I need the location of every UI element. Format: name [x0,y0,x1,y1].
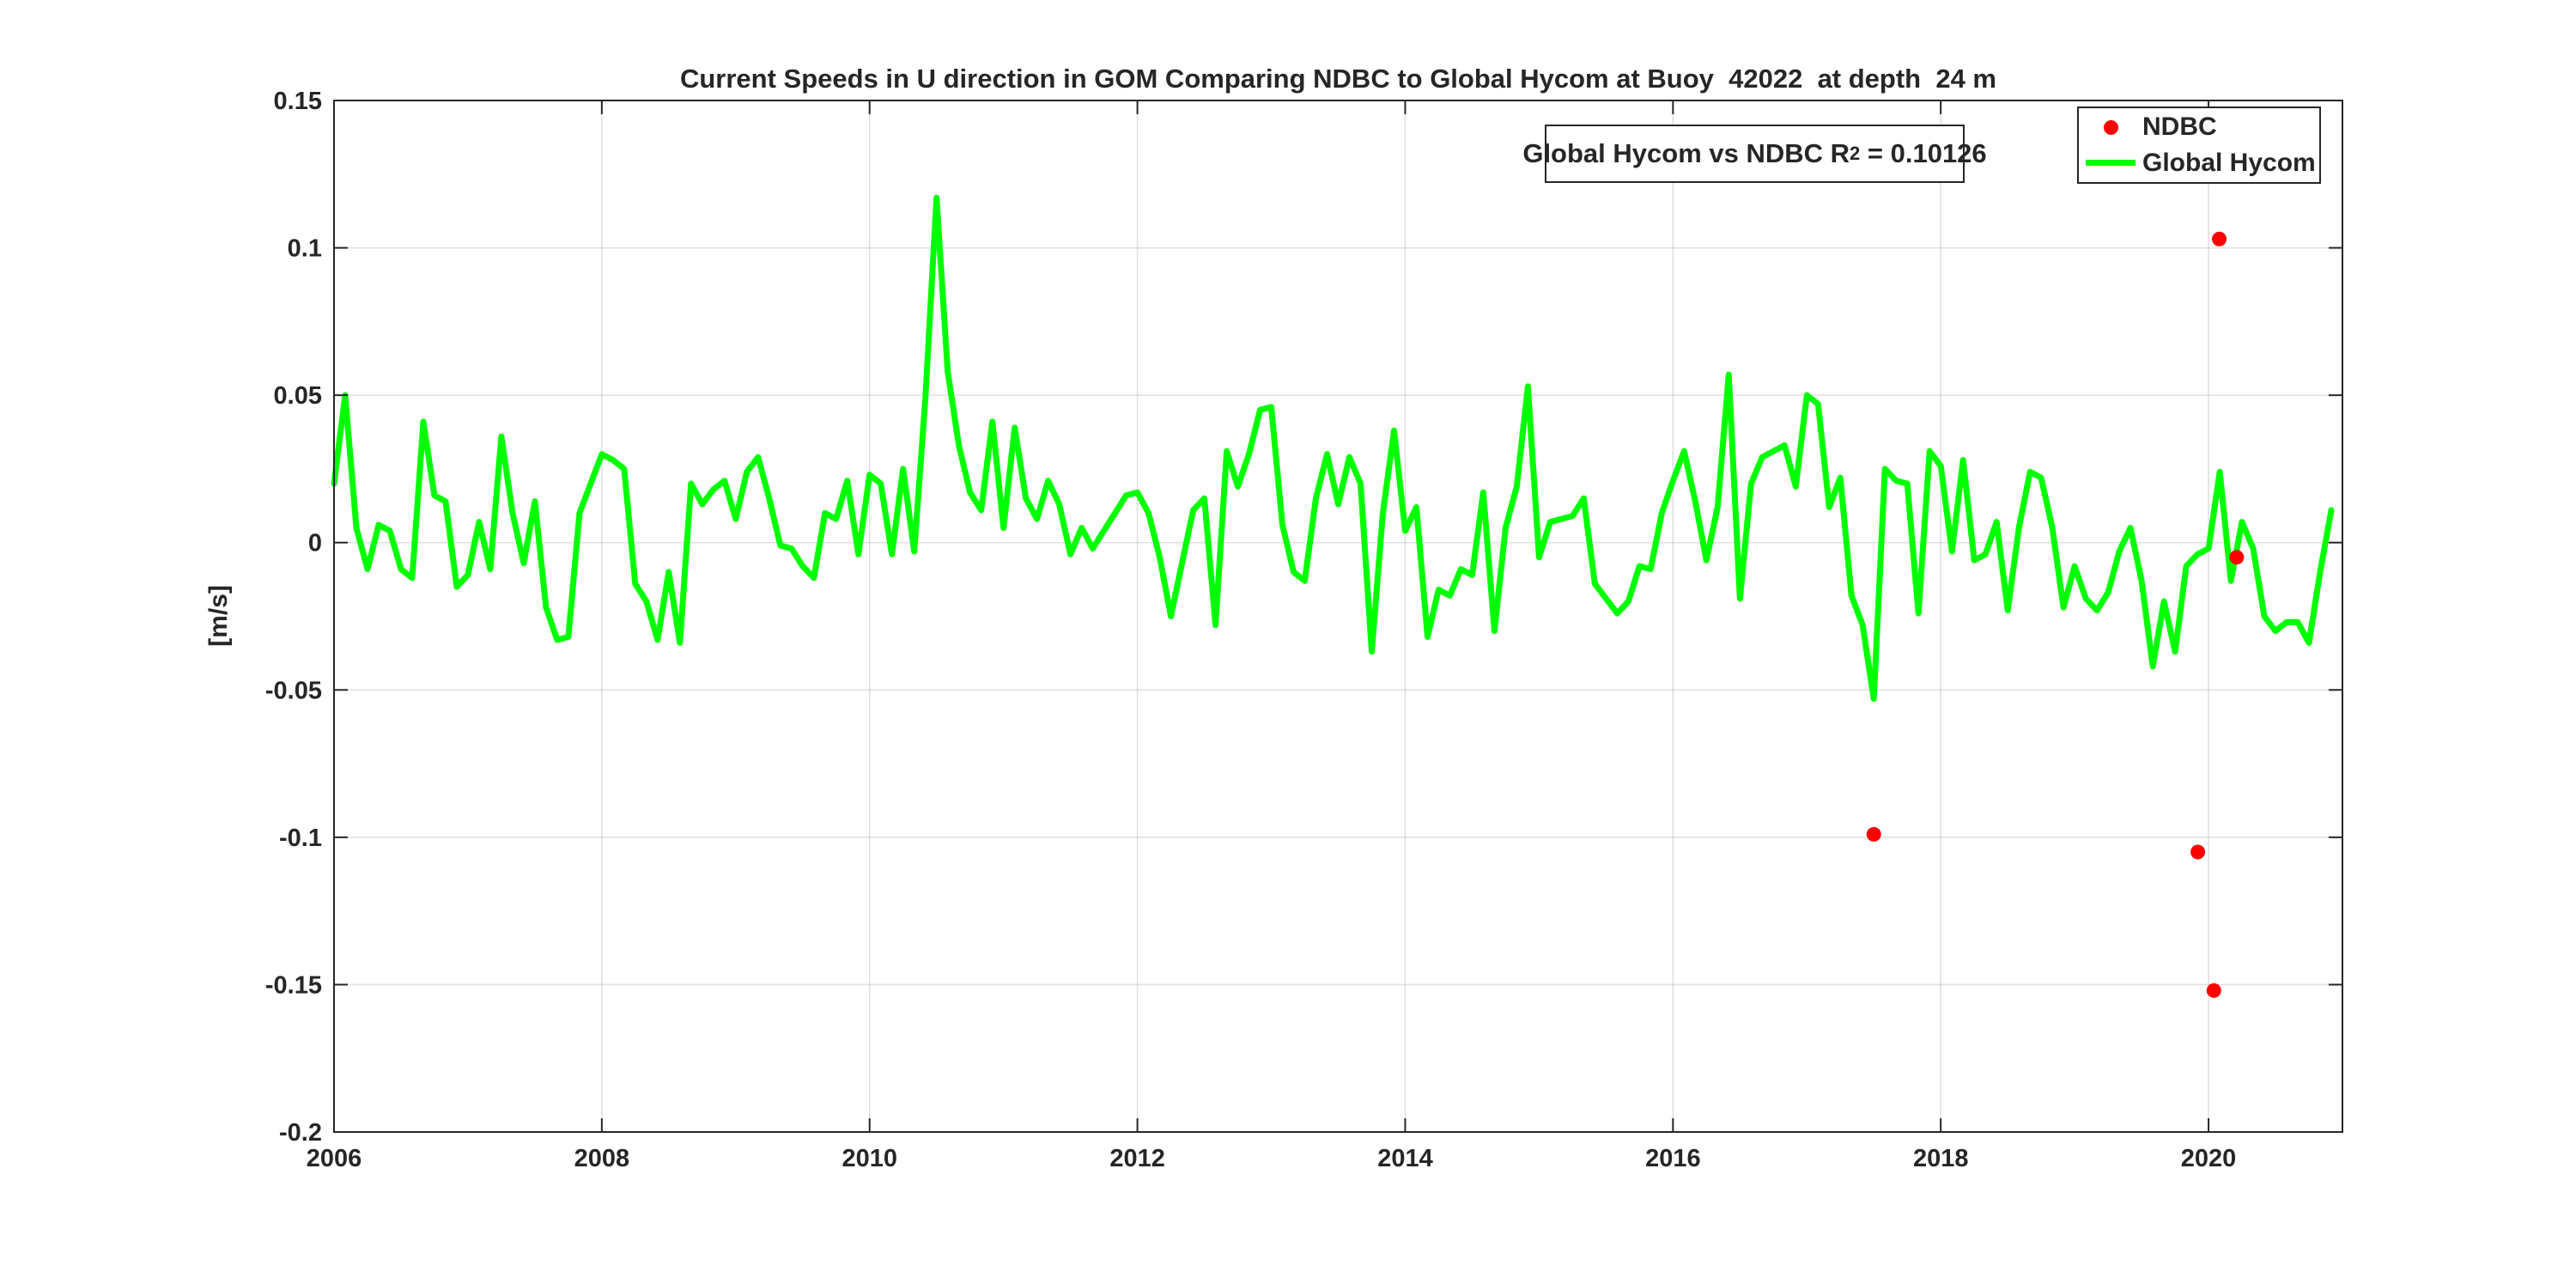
axes-box [333,100,2343,1133]
svg-text:2020: 2020 [2181,1145,2237,1172]
ndbc-point [2229,550,2245,565]
tick-marks [333,100,2342,1133]
svg-text:-0.2: -0.2 [279,1119,322,1147]
ndbc-point [2190,844,2206,860]
legend-item-global-hycom: Global Hycom [2079,147,2319,180]
ndbc-scatter-points [1866,231,2245,998]
r-squared-text-suffix: = 0.10126 [1860,138,1987,168]
legend-marker-cell [2079,119,2142,135]
chart-title: Current Speeds in U direction in GOM Com… [679,64,1997,94]
y-axis-label: [m/s] [204,585,233,647]
grid-lines [333,100,2342,1133]
legend-marker-cell [2079,160,2142,167]
legend-item-ndbc: NDBC [2079,111,2319,143]
svg-text:2006: 2006 [307,1145,362,1172]
legend-label-ndbc: NDBC [2142,113,2217,142]
svg-text:2012: 2012 [1109,1145,1165,1172]
global-hycom-line [331,194,2335,703]
svg-text:2014: 2014 [1377,1145,1433,1172]
svg-text:-0.05: -0.05 [265,677,322,704]
svg-text:0.05: 0.05 [274,382,322,410]
red-dot-marker-icon [2103,119,2118,135]
svg-text:0.1: 0.1 [288,235,322,263]
legend-label-global-hycom: Global Hycom [2142,148,2316,177]
svg-text:2010: 2010 [841,1145,897,1172]
legend: NDBC Global Hycom [2077,107,2321,184]
ndbc-point [2212,231,2227,246]
svg-text:-0.1: -0.1 [279,825,322,852]
svg-text:2008: 2008 [574,1145,630,1172]
svg-text:0: 0 [308,530,322,557]
x-tick-labels: 2006 2008 2010 2012 2014 2016 2018 2020 [307,1145,2237,1172]
svg-text:-0.15: -0.15 [265,971,322,999]
svg-text:0.15: 0.15 [274,88,322,115]
svg-text:2016: 2016 [1645,1145,1701,1172]
green-line-marker-icon [2086,160,2136,167]
y-tick-labels: 0.15 0.1 0.05 0 -0.05 -0.1 -0.15 -0.2 [265,88,322,1147]
ndbc-point [2206,983,2221,998]
r-squared-text-prefix: Global Hycom vs NDBC R [1522,138,1850,168]
ndbc-point [1866,826,1881,842]
svg-text:2018: 2018 [1913,1145,1969,1172]
